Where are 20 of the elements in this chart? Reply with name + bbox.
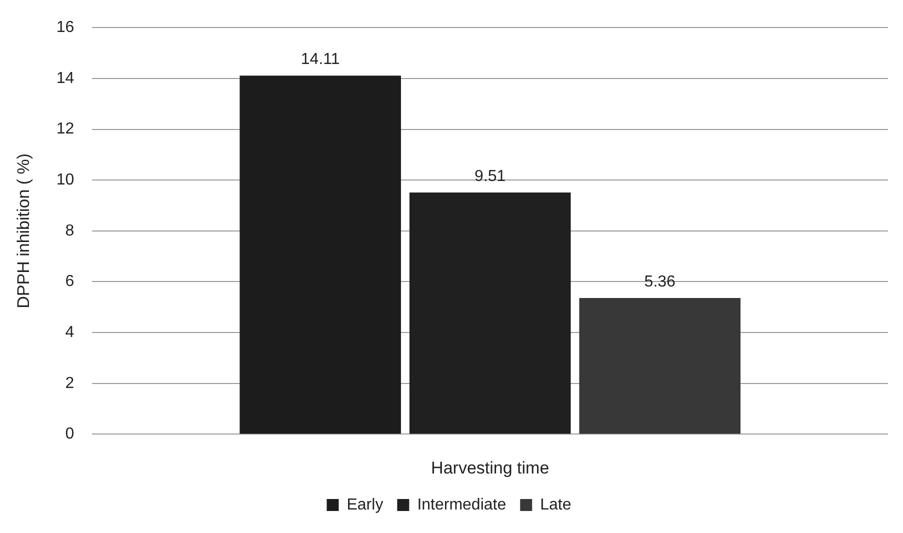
bar [579, 298, 741, 434]
legend-label: Early [346, 496, 384, 514]
y-tick-label: 8 [65, 222, 74, 240]
y-tick-label: 16 [56, 19, 74, 36]
y-tick-label: 2 [65, 374, 74, 392]
y-tick-label: 10 [56, 171, 74, 188]
legend-label: Intermediate [417, 496, 506, 514]
y-tick-label: 12 [56, 120, 74, 138]
bar [409, 192, 571, 434]
data-label: 14.11 [300, 51, 340, 68]
y-tick-label: 4 [65, 324, 74, 341]
x-axis-title: Harvesting time [431, 458, 550, 478]
y-tick-label: 14 [56, 70, 74, 87]
y-axis-title: DPPH inhibition ( %) [14, 153, 33, 308]
data-label: 9.51 [474, 168, 506, 185]
bar [240, 76, 401, 434]
data-label: 5.36 [644, 273, 676, 290]
legend-label: Late [540, 496, 572, 514]
y-tick-label: 6 [65, 273, 74, 290]
y-tick-label: 0 [65, 426, 74, 443]
